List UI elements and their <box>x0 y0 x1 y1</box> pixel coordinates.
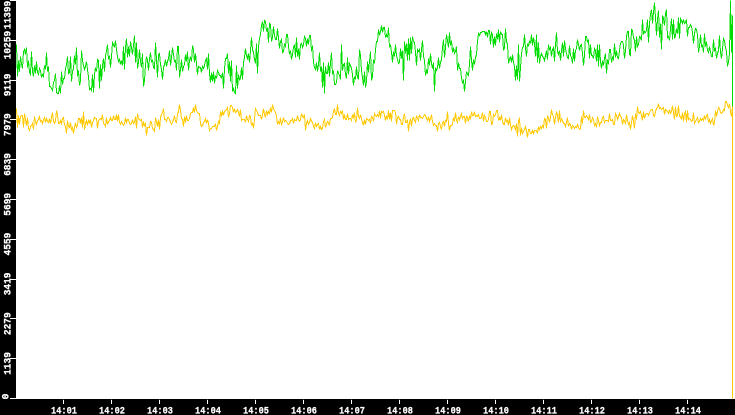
svg-text:3419: 3419 <box>4 273 15 296</box>
svg-text:14:05: 14:05 <box>243 407 269 415</box>
svg-text:11399: 11399 <box>4 1 15 30</box>
svg-text:14:10: 14:10 <box>483 407 509 415</box>
svg-text:0: 0 <box>2 393 13 399</box>
svg-text:14:11: 14:11 <box>531 407 557 415</box>
svg-text:14:01: 14:01 <box>51 407 77 415</box>
svg-text:6839: 6839 <box>4 153 15 176</box>
svg-text:14:02: 14:02 <box>99 407 125 415</box>
svg-text:14:06: 14:06 <box>291 407 317 415</box>
svg-text:4559: 4559 <box>4 233 15 256</box>
svg-text:5699: 5699 <box>4 193 15 216</box>
svg-text:14:07: 14:07 <box>339 407 365 415</box>
svg-text:7979: 7979 <box>4 113 15 136</box>
svg-text:14:04: 14:04 <box>195 407 221 415</box>
svg-text:14:09: 14:09 <box>435 407 461 415</box>
svg-text:10259: 10259 <box>4 31 15 60</box>
svg-text:14:03: 14:03 <box>147 407 173 415</box>
svg-text:14:13: 14:13 <box>627 407 653 415</box>
svg-text:14:14: 14:14 <box>675 407 701 415</box>
svg-text:1139: 1139 <box>4 352 15 375</box>
svg-text:14:12: 14:12 <box>579 407 605 415</box>
svg-text:2279: 2279 <box>4 312 15 335</box>
svg-text:14:08: 14:08 <box>387 407 413 415</box>
svg-text:9119: 9119 <box>4 74 15 97</box>
